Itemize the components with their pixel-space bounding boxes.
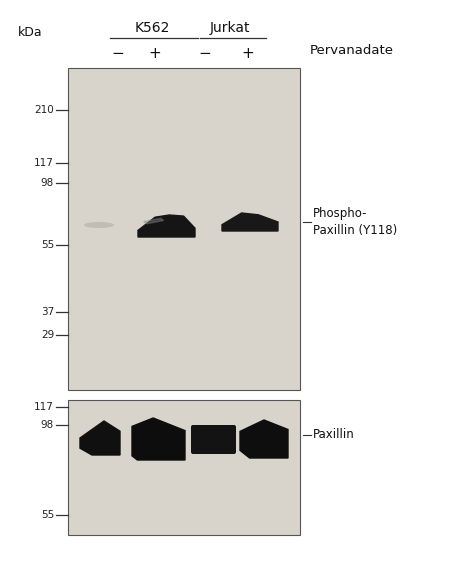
Polygon shape — [239, 420, 288, 458]
Text: Jurkat: Jurkat — [209, 21, 250, 35]
Polygon shape — [143, 218, 163, 224]
Text: 98: 98 — [40, 178, 54, 188]
Polygon shape — [80, 421, 120, 455]
Ellipse shape — [84, 222, 114, 228]
Text: Pervanadate: Pervanadate — [309, 43, 393, 57]
Text: 210: 210 — [34, 105, 54, 115]
Text: 29: 29 — [40, 330, 54, 340]
Bar — [68, 68, 299, 390]
Text: +: + — [148, 47, 161, 61]
Polygon shape — [222, 213, 278, 231]
Text: +: + — [241, 47, 254, 61]
Text: Paxillin: Paxillin — [312, 429, 354, 442]
Text: 55: 55 — [40, 510, 54, 520]
Text: 98: 98 — [40, 420, 54, 430]
Text: 37: 37 — [40, 307, 54, 317]
Text: Phospho-
Paxillin (Y118): Phospho- Paxillin (Y118) — [312, 207, 396, 237]
Text: −: − — [198, 47, 211, 61]
Text: −: − — [111, 47, 124, 61]
Text: 117: 117 — [34, 158, 54, 168]
Text: K562: K562 — [134, 21, 169, 35]
Bar — [68, 400, 299, 535]
Text: 117: 117 — [34, 402, 54, 412]
FancyBboxPatch shape — [191, 425, 236, 454]
Polygon shape — [138, 215, 195, 237]
Text: 55: 55 — [40, 240, 54, 250]
Polygon shape — [131, 418, 185, 460]
Text: kDa: kDa — [18, 26, 42, 39]
